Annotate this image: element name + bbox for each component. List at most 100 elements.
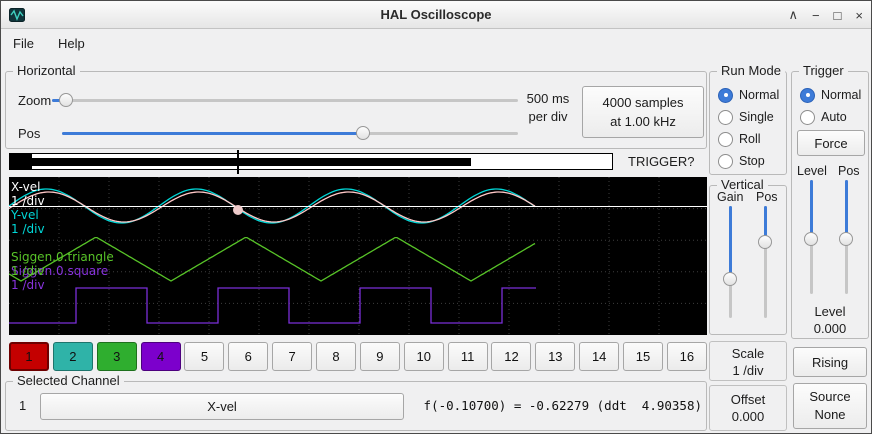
run-mode-option-normal[interactable]: Normal bbox=[710, 84, 786, 106]
trigger-option-normal[interactable]: Normal bbox=[792, 84, 868, 106]
horizontal-group-title: Horizontal bbox=[13, 63, 80, 78]
trigger-level-caption: Level bbox=[814, 304, 846, 319]
slider-fill bbox=[845, 180, 848, 240]
trigger-pos-slider[interactable] bbox=[838, 180, 854, 294]
value-readout: f(-0.10700) = -0.62279 (ddt 4.90358) bbox=[423, 398, 702, 413]
channel-button-15[interactable]: 15 bbox=[623, 342, 664, 371]
run-mode-options: Normal Single Roll Stop bbox=[710, 84, 786, 172]
channel-button-12[interactable]: 12 bbox=[491, 342, 532, 371]
slider-fill bbox=[729, 206, 732, 279]
slider-fill bbox=[764, 206, 767, 242]
maximize-button[interactable]: □ bbox=[833, 7, 842, 23]
slider-fill bbox=[810, 180, 813, 240]
menu-file[interactable]: File bbox=[13, 35, 34, 51]
titlebar: HAL Oscilloscope ∧ − □ × bbox=[1, 1, 871, 29]
samples-button[interactable]: 4000 samples at 1.00 kHz bbox=[582, 86, 704, 138]
scope-canvas bbox=[9, 177, 707, 335]
radio-label: Stop bbox=[739, 154, 765, 168]
window-controls: ∧ − □ × bbox=[788, 1, 863, 29]
channel-button-9[interactable]: 9 bbox=[359, 342, 400, 371]
trigger-options: Normal Auto bbox=[792, 84, 868, 128]
slope-button[interactable]: Rising bbox=[793, 347, 867, 377]
trace-label: 1 /div bbox=[11, 264, 45, 278]
selected-channel-group: Selected Channel 1 X-vel f(-0.10700) = -… bbox=[5, 373, 707, 431]
slider-handle[interactable] bbox=[758, 234, 772, 249]
run-mode-title: Run Mode bbox=[717, 63, 785, 78]
channel-button-7[interactable]: 7 bbox=[272, 342, 313, 371]
trace-label: 1 /div bbox=[11, 194, 45, 208]
channel-button-5[interactable]: 5 bbox=[184, 342, 225, 371]
slider-groove bbox=[52, 99, 518, 102]
scale-frame: Scale 1 /div bbox=[709, 341, 787, 381]
run-mode-option-roll[interactable]: Roll bbox=[710, 128, 786, 150]
shade-button[interactable]: ∧ bbox=[788, 7, 798, 22]
channel-button-2[interactable]: 2 bbox=[52, 342, 93, 371]
source-button[interactable]: Source None bbox=[793, 383, 867, 429]
channel-button-8[interactable]: 8 bbox=[316, 342, 357, 371]
offset-frame: Offset 0.000 bbox=[709, 385, 787, 431]
radio-label: Auto bbox=[821, 110, 847, 124]
radio-icon bbox=[800, 109, 815, 125]
channel-button-14[interactable]: 14 bbox=[579, 342, 620, 371]
radio-icon bbox=[718, 131, 733, 147]
menu-help[interactable]: Help bbox=[57, 35, 85, 51]
gain-slider[interactable] bbox=[722, 206, 738, 318]
radio-icon bbox=[718, 109, 733, 125]
selected-channel-title: Selected Channel bbox=[13, 373, 124, 388]
vertical-pos-slider[interactable] bbox=[757, 206, 773, 318]
trigger-group: Trigger Normal Auto Force Level Pos Level… bbox=[791, 63, 869, 339]
scope-trace-labels: X-vel 1 /div Y-vel 1 /div Siggen.0.triangle S… bbox=[9, 177, 707, 335]
close-button[interactable]: × bbox=[855, 7, 863, 23]
channel-button-1[interactable]: 1 bbox=[9, 342, 49, 371]
slider-handle[interactable] bbox=[58, 93, 73, 107]
channel-button-10[interactable]: 10 bbox=[403, 342, 444, 371]
record-view-window[interactable] bbox=[9, 153, 31, 170]
slider-handle[interactable] bbox=[839, 232, 853, 247]
channel-button-16[interactable]: 16 bbox=[666, 342, 707, 371]
window-title: HAL Oscilloscope bbox=[380, 7, 492, 22]
offset-caption: Offset bbox=[730, 392, 766, 407]
channel-button-13[interactable]: 13 bbox=[535, 342, 576, 371]
radio-icon bbox=[718, 153, 733, 169]
run-mode-option-single[interactable]: Single bbox=[710, 106, 786, 128]
trace-label: 1 /div bbox=[11, 222, 45, 236]
gain-label: Gain bbox=[717, 190, 744, 204]
scale-value: 1 /div bbox=[732, 363, 764, 378]
trigger-pos-col-label: Pos bbox=[838, 164, 860, 178]
channel-button-4[interactable]: 4 bbox=[140, 342, 181, 371]
channel-name-button[interactable]: X-vel bbox=[40, 393, 404, 420]
radio-icon bbox=[718, 87, 733, 103]
trigger-level-value: 0.000 bbox=[813, 321, 847, 336]
run-mode-option-stop[interactable]: Stop bbox=[710, 150, 786, 172]
channel-button-6[interactable]: 6 bbox=[228, 342, 269, 371]
selected-channel-number: 1 bbox=[19, 398, 27, 413]
scope-display[interactable]: X-vel 1 /div Y-vel 1 /div Siggen.0.triangle S… bbox=[9, 177, 707, 335]
vpos-label: Pos bbox=[756, 190, 778, 204]
record-position-bar[interactable] bbox=[9, 150, 631, 174]
force-button[interactable]: Force bbox=[797, 130, 865, 156]
minimize-button[interactable]: − bbox=[811, 7, 820, 23]
channel-button-11[interactable]: 11 bbox=[447, 342, 488, 371]
trace-label: Siggen.0.triangle bbox=[11, 250, 114, 264]
radio-label: Single bbox=[739, 110, 774, 124]
channel-button-3[interactable]: 3 bbox=[96, 342, 137, 371]
vertical-title: Vertical bbox=[717, 177, 768, 192]
slider-groove bbox=[764, 206, 767, 318]
run-mode-group: Run Mode Normal Single Roll Stop bbox=[709, 63, 787, 175]
slider-handle[interactable] bbox=[355, 126, 370, 140]
slider-handle[interactable] bbox=[723, 271, 737, 286]
trace-label: Siggen.0.square bbox=[11, 264, 109, 278]
trigger-level-slider[interactable] bbox=[803, 180, 819, 294]
trigger-option-auto[interactable]: Auto bbox=[792, 106, 868, 128]
trace-label: 1 /div bbox=[11, 278, 45, 292]
zoom-slider[interactable] bbox=[52, 92, 518, 108]
horizontal-pos-slider[interactable] bbox=[62, 125, 518, 141]
radio-label: Normal bbox=[821, 88, 862, 102]
radio-label: Normal bbox=[739, 88, 780, 102]
slider-handle[interactable] bbox=[804, 232, 818, 247]
zoom-label: Zoom bbox=[18, 93, 52, 108]
trigger-level-col-label: Level bbox=[797, 164, 827, 178]
scale-caption: Scale bbox=[731, 346, 765, 361]
radio-icon bbox=[800, 87, 815, 103]
